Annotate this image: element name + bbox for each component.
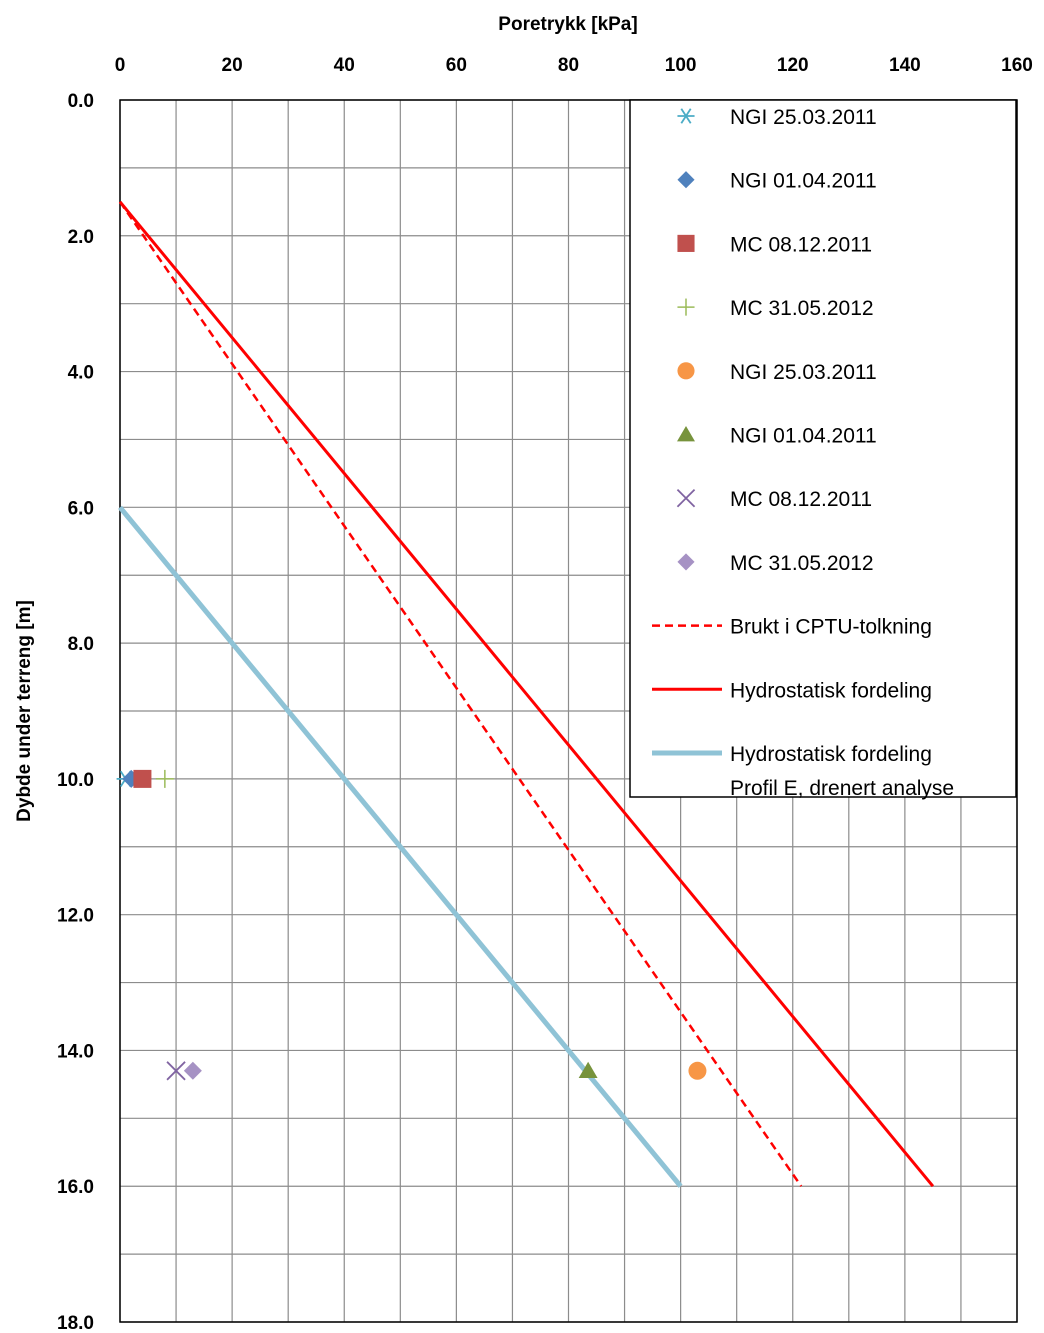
legend-symbol-diamond (677, 171, 695, 189)
legend-symbol-plus (677, 298, 695, 316)
legend-label: MC 08.12.2011 (730, 488, 872, 511)
data-point-square-mc-08-12-2011 (133, 769, 152, 788)
y-tick-label: 4.0 (68, 363, 94, 384)
y-tick-label: 14.0 (57, 1041, 94, 1062)
series-line-brukt-i-cptu-tolkning (118, 201, 803, 1187)
x-tick-label: 40 (334, 55, 355, 76)
x-tick-label: 100 (665, 55, 697, 76)
legend-box (629, 99, 1017, 798)
y-tick-label: 18.0 (57, 1313, 94, 1333)
legend-label: MC 08.12.2011 (730, 233, 872, 256)
legend-symbol-cross (676, 489, 696, 508)
x-tick-label: 60 (446, 55, 467, 76)
legend-symbol-diamond (677, 553, 695, 571)
x-tick-label: 160 (1001, 55, 1033, 76)
legend-label: Brukt i CPTU-tolkning (730, 616, 932, 639)
x-tick-label: 20 (222, 55, 243, 76)
data-point-plus-mc-31-05-2012 (155, 769, 174, 788)
y-tick-label: 10.0 (57, 770, 94, 791)
legend-symbol-asterisk (677, 108, 695, 124)
x-tick-labels: 0 20 40 60 80 100 120 140 160 (115, 55, 1033, 76)
x-tick-label: 120 (777, 55, 809, 76)
legend: NGI 25.03.2011 NGI 01.04.2011 MC 08.12.201… (629, 99, 1017, 800)
x-tick-label: 0 (115, 55, 126, 76)
legend-label: Hydrostatisk fordeling (730, 743, 932, 766)
legend-label: MC 31.05.2012 (730, 552, 874, 575)
y-tick-label: 2.0 (68, 227, 94, 248)
legend-label: NGI 25.03.2011 (730, 106, 877, 129)
y-tick-labels: 0.0 2.0 4.0 6.0 8.0 10.0 12.0 14.0 16.0 18.0 (57, 91, 94, 1333)
y-tick-label: 8.0 (68, 634, 94, 655)
legend-label: MC 31.05.2012 (730, 297, 874, 320)
y-tick-label: 6.0 (68, 498, 94, 519)
legend-symbol-triangle (677, 425, 695, 442)
legend-label-line2: Profil E, drenert analyse (730, 777, 954, 800)
data-point-circle-ngi-25-03-2011 (688, 1061, 707, 1080)
y-tick-label: 16.0 (57, 1177, 94, 1198)
legend-label: NGI 01.04.2011 (730, 425, 877, 448)
data-point-triangle-ngi-01-04-2011 (578, 1061, 598, 1079)
y-axis-title: Dybde under terreng [m] (14, 600, 35, 822)
legend-label: NGI 25.03.2011 (730, 361, 877, 384)
x-axis-title: Poretrykk [kPa] (498, 14, 637, 35)
series-markers (116, 769, 707, 1081)
y-tick-label: 12.0 (57, 906, 94, 927)
x-tick-label: 80 (558, 55, 579, 76)
data-point-diamond-mc-31-05-2012 (183, 1061, 202, 1080)
legend-label: NGI 01.04.2011 (730, 170, 877, 193)
y-tick-label: 0.0 (68, 91, 94, 112)
legend-label: Hydrostatisk fordeling (730, 679, 932, 702)
data-point-cross-mc-08-12-2011 (166, 1061, 186, 1081)
legend-symbol-circle (677, 362, 695, 380)
plot-area-border (119, 99, 1018, 1323)
series-line-hydrostatisk-fordeling (118, 200, 935, 1188)
legend-symbol-square (677, 234, 695, 252)
x-tick-label: 140 (889, 55, 921, 76)
